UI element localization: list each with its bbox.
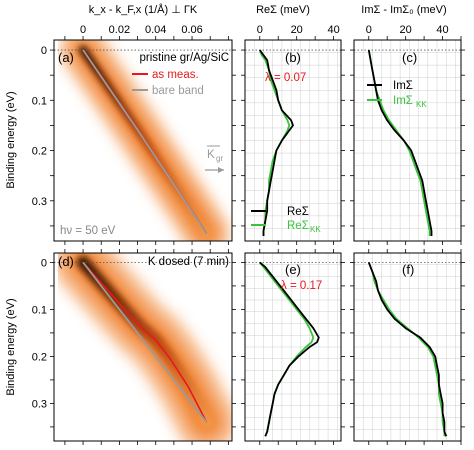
x-tick-label: 0 (80, 24, 86, 36)
legend-meas-label: as meas. (152, 69, 199, 81)
panel-frame (353, 39, 462, 242)
kgr-subscript: gr (216, 154, 223, 163)
panel-e-tag: (e) (285, 262, 301, 277)
panel-d: 0 0.1 0.2 0.3 (32, 249, 236, 445)
panel-a-heatmap (54, 40, 232, 241)
panel-c-tag: (c) (402, 50, 417, 65)
panel-d-heatmap (54, 253, 232, 441)
panel-d-tag: (d) (58, 254, 74, 269)
panel-frame (53, 252, 233, 442)
panel-frame (53, 39, 233, 242)
x-tick-label: 0.04 (145, 24, 166, 36)
re-sigma-axis-title: ReΣ (meV) (256, 4, 310, 16)
y-tick-label: 0 (41, 45, 47, 57)
panel-d-title: K dosed (7 min) (148, 256, 229, 268)
sigma-line (259, 261, 320, 437)
sigma-line (367, 49, 433, 236)
bare-band-line (82, 261, 208, 423)
legend-im-kk-sub: KK (416, 100, 427, 109)
y-tick-label: 0.1 (32, 304, 47, 316)
panel-f-tag: (f) (402, 262, 414, 277)
panel-e (241, 249, 345, 445)
panel-a-tag: (a) (58, 50, 74, 65)
bare-band-line (82, 49, 208, 235)
panel-frame (244, 252, 342, 442)
y-tick-label: 0.1 (32, 95, 47, 107)
legend-re-kk-sub: KK (310, 225, 321, 234)
y-axis-label-bottom: Binding energy (eV) (5, 298, 17, 395)
legend-im-kk-label: ImΣ (393, 95, 413, 107)
y-tick-label: 0.2 (32, 146, 47, 158)
panel-f (350, 249, 465, 445)
im-sigma-axis-title: ImΣ - ImΣ₀ (meV) (361, 4, 446, 16)
x-tick-label: 0.06 (181, 24, 202, 36)
legend-re-label: ReΣ (287, 206, 309, 218)
measured-dispersion-line (82, 261, 208, 423)
x-tick-label: 20 (291, 24, 303, 36)
x-tick-label: 0 (366, 24, 372, 36)
k-axis-title: k_x - k_F,x (1/Å) ⊥ ΓK (89, 3, 198, 16)
x-tick-label: 20 (400, 24, 412, 36)
legend-im-label: ImΣ (393, 80, 413, 92)
x-tick-label: 40 (327, 24, 339, 36)
y-tick-label: 0 (41, 257, 47, 269)
legend-bare-label: bare band (152, 85, 204, 97)
y-tick-label: 0.3 (32, 398, 47, 410)
sigma-line (367, 262, 448, 437)
panel-b: 0 20 40 (241, 24, 345, 245)
y-axis-label-top: Binding energy (eV) (5, 91, 17, 188)
x-tick-label: 0 (257, 24, 263, 36)
y-tick-label: 0.2 (32, 351, 47, 363)
panel-frame (244, 39, 342, 242)
lambda-b: λ = 0.07 (265, 72, 306, 84)
panel-b-tag: (b) (285, 50, 301, 65)
x-tick-label: 0.02 (109, 24, 130, 36)
legend-re-kk-label: ReΣ (287, 220, 309, 232)
photon-energy: hν = 50 eV (60, 225, 116, 237)
panel-frame (353, 252, 462, 442)
sigma-line (259, 49, 294, 236)
kgr-arrow-head (218, 167, 224, 173)
kgr-label: K (207, 149, 215, 161)
x-tick-label: 40 (436, 24, 448, 36)
y-tick-label: 0.3 (32, 196, 47, 208)
lambda-e: λ = 0.17 (281, 280, 322, 292)
panel-a-title: pristine gr/Ag/SiC (140, 52, 229, 64)
panel-c: 0 20 40 (350, 24, 465, 245)
